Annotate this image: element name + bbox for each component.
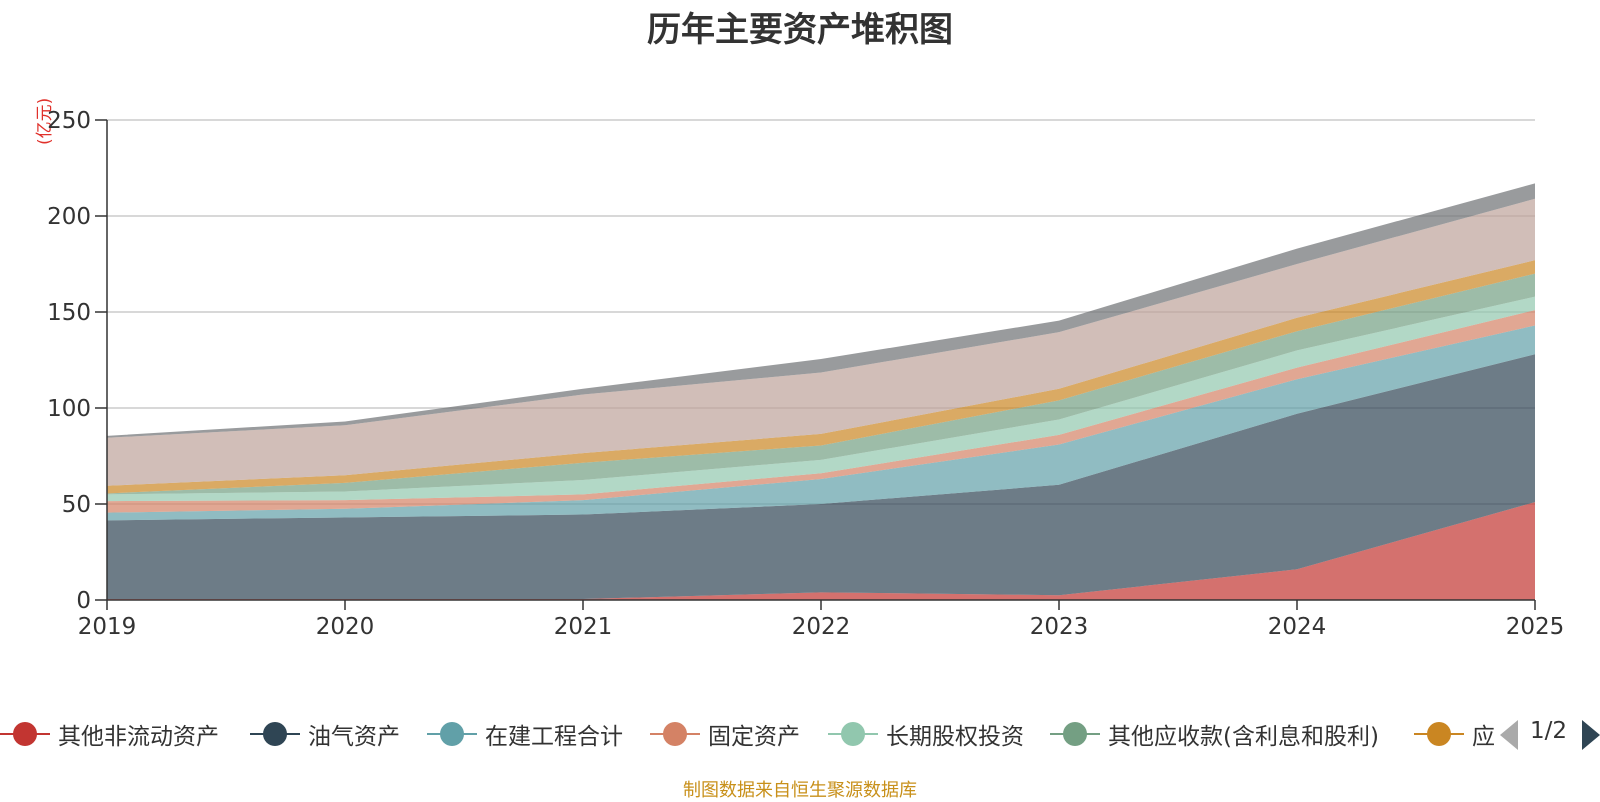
prev-page-arrow-icon[interactable] — [1500, 720, 1518, 750]
legend-marker-icon — [250, 720, 300, 748]
legend-item-other-noncurrent-assets[interactable]: 其他非流动资产 — [0, 714, 219, 754]
chart-title: 历年主要资产堆积图 — [647, 10, 953, 50]
legend-label: 油气资产 — [308, 724, 400, 750]
legend: 其他非流动资产 油气资产 在建工程合计 固定资产 长期股权投资 其他应收款(含利… — [0, 714, 1500, 754]
x-tick-label: 2019 — [78, 614, 137, 640]
axes: 0 50 100 150 200 250 2019 2020 2021 2022 2023 2024 2… — [47, 108, 1564, 640]
x-tick-label: 2022 — [792, 614, 851, 640]
y-tick-label: 250 — [47, 108, 91, 134]
legend-marker-icon — [828, 720, 878, 748]
area-series — [107, 183, 1535, 600]
legend-page-indicator: 1/2 — [1530, 718, 1568, 744]
legend-marker-icon — [0, 720, 50, 748]
legend-item-accounts-receivable[interactable]: 应 — [1414, 714, 1495, 754]
x-tick-label: 2021 — [554, 614, 613, 640]
legend-label: 在建工程合计 — [485, 724, 623, 750]
legend-label: 其他应收款(含利息和股利) — [1108, 724, 1379, 750]
area-series-5 — [107, 273, 1535, 495]
y-tick-label: 50 — [62, 492, 91, 518]
next-page-arrow-icon[interactable] — [1582, 720, 1600, 750]
area-series-4 — [107, 296, 1535, 502]
legend-label: 应 — [1472, 724, 1495, 750]
legend-item-other-receivables[interactable]: 其他应收款(含利息和股利) — [1050, 714, 1379, 754]
x-tick-label: 2020 — [316, 614, 375, 640]
legend-item-construction-in-progress[interactable]: 在建工程合计 — [427, 714, 623, 754]
legend-marker-icon — [1414, 720, 1464, 748]
x-tick-label: 2024 — [1268, 614, 1327, 640]
legend-label: 其他非流动资产 — [58, 724, 219, 750]
data-source-note: 制图数据来自恒生聚源数据库 — [683, 780, 917, 801]
legend-item-long-term-equity-investment[interactable]: 长期股权投资 — [828, 714, 1024, 754]
y-tick-label: 200 — [47, 204, 91, 230]
area-series-7 — [107, 198, 1535, 486]
y-tick-label: 0 — [76, 588, 91, 614]
legend-marker-icon — [427, 720, 477, 748]
area-series-2 — [107, 325, 1535, 521]
area-series-0 — [107, 502, 1535, 600]
legend-item-fixed-assets[interactable]: 固定资产 — [650, 714, 800, 754]
area-series-1 — [107, 354, 1535, 600]
legend-marker-icon — [650, 720, 700, 748]
x-tick-label: 2023 — [1030, 614, 1089, 640]
x-tick-label: 2025 — [1506, 614, 1565, 640]
legend-item-oil-gas-assets[interactable]: 油气资产 — [250, 714, 400, 754]
legend-label: 固定资产 — [708, 724, 800, 750]
y-tick-label: 100 — [47, 396, 91, 422]
y-tick-label: 150 — [47, 300, 91, 326]
legend-pager: 1/2 — [1500, 714, 1600, 754]
legend-label: 长期股权投资 — [886, 724, 1024, 750]
legend-marker-icon — [1050, 720, 1100, 748]
